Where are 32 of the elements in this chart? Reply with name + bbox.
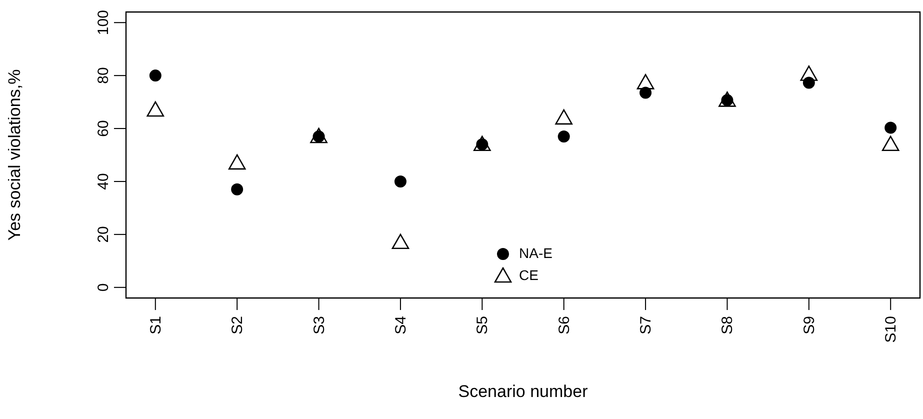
x-tick-label: S1 bbox=[147, 316, 164, 334]
legend-label: CE bbox=[519, 266, 538, 285]
point bbox=[558, 130, 570, 142]
x-axis-title: Scenario number bbox=[458, 382, 588, 401]
y-tick-label: 80 bbox=[95, 67, 112, 84]
point bbox=[146, 101, 164, 117]
point bbox=[394, 175, 406, 188]
x-tick-label: S9 bbox=[800, 316, 818, 334]
x-tick-label: S5 bbox=[474, 316, 492, 334]
x-tick-label: S3 bbox=[310, 316, 328, 334]
point bbox=[555, 109, 572, 125]
y-tick-label: 100 bbox=[95, 10, 112, 36]
y-tick-label: 0 bbox=[95, 283, 112, 292]
x-tick-label: S8 bbox=[719, 316, 736, 334]
point bbox=[392, 234, 410, 250]
x-tick-label: S2 bbox=[229, 316, 246, 334]
legend-label: NA-E bbox=[519, 244, 552, 263]
y-tick-label: 60 bbox=[95, 120, 112, 137]
x-tick-label: S4 bbox=[392, 316, 410, 334]
x-tick-label: S7 bbox=[638, 316, 655, 334]
y-tick-label: 40 bbox=[95, 173, 112, 190]
y-tick-label: 20 bbox=[95, 226, 112, 243]
point bbox=[149, 70, 162, 82]
point bbox=[231, 183, 244, 196]
point bbox=[884, 122, 897, 134]
point bbox=[636, 74, 654, 90]
x-tick-label: S10 bbox=[882, 316, 900, 343]
point bbox=[800, 66, 818, 81]
point bbox=[228, 154, 246, 170]
point bbox=[882, 136, 900, 152]
x-tick-label: S6 bbox=[556, 316, 573, 334]
y-axis-title: Yes social violations,% bbox=[5, 69, 24, 241]
